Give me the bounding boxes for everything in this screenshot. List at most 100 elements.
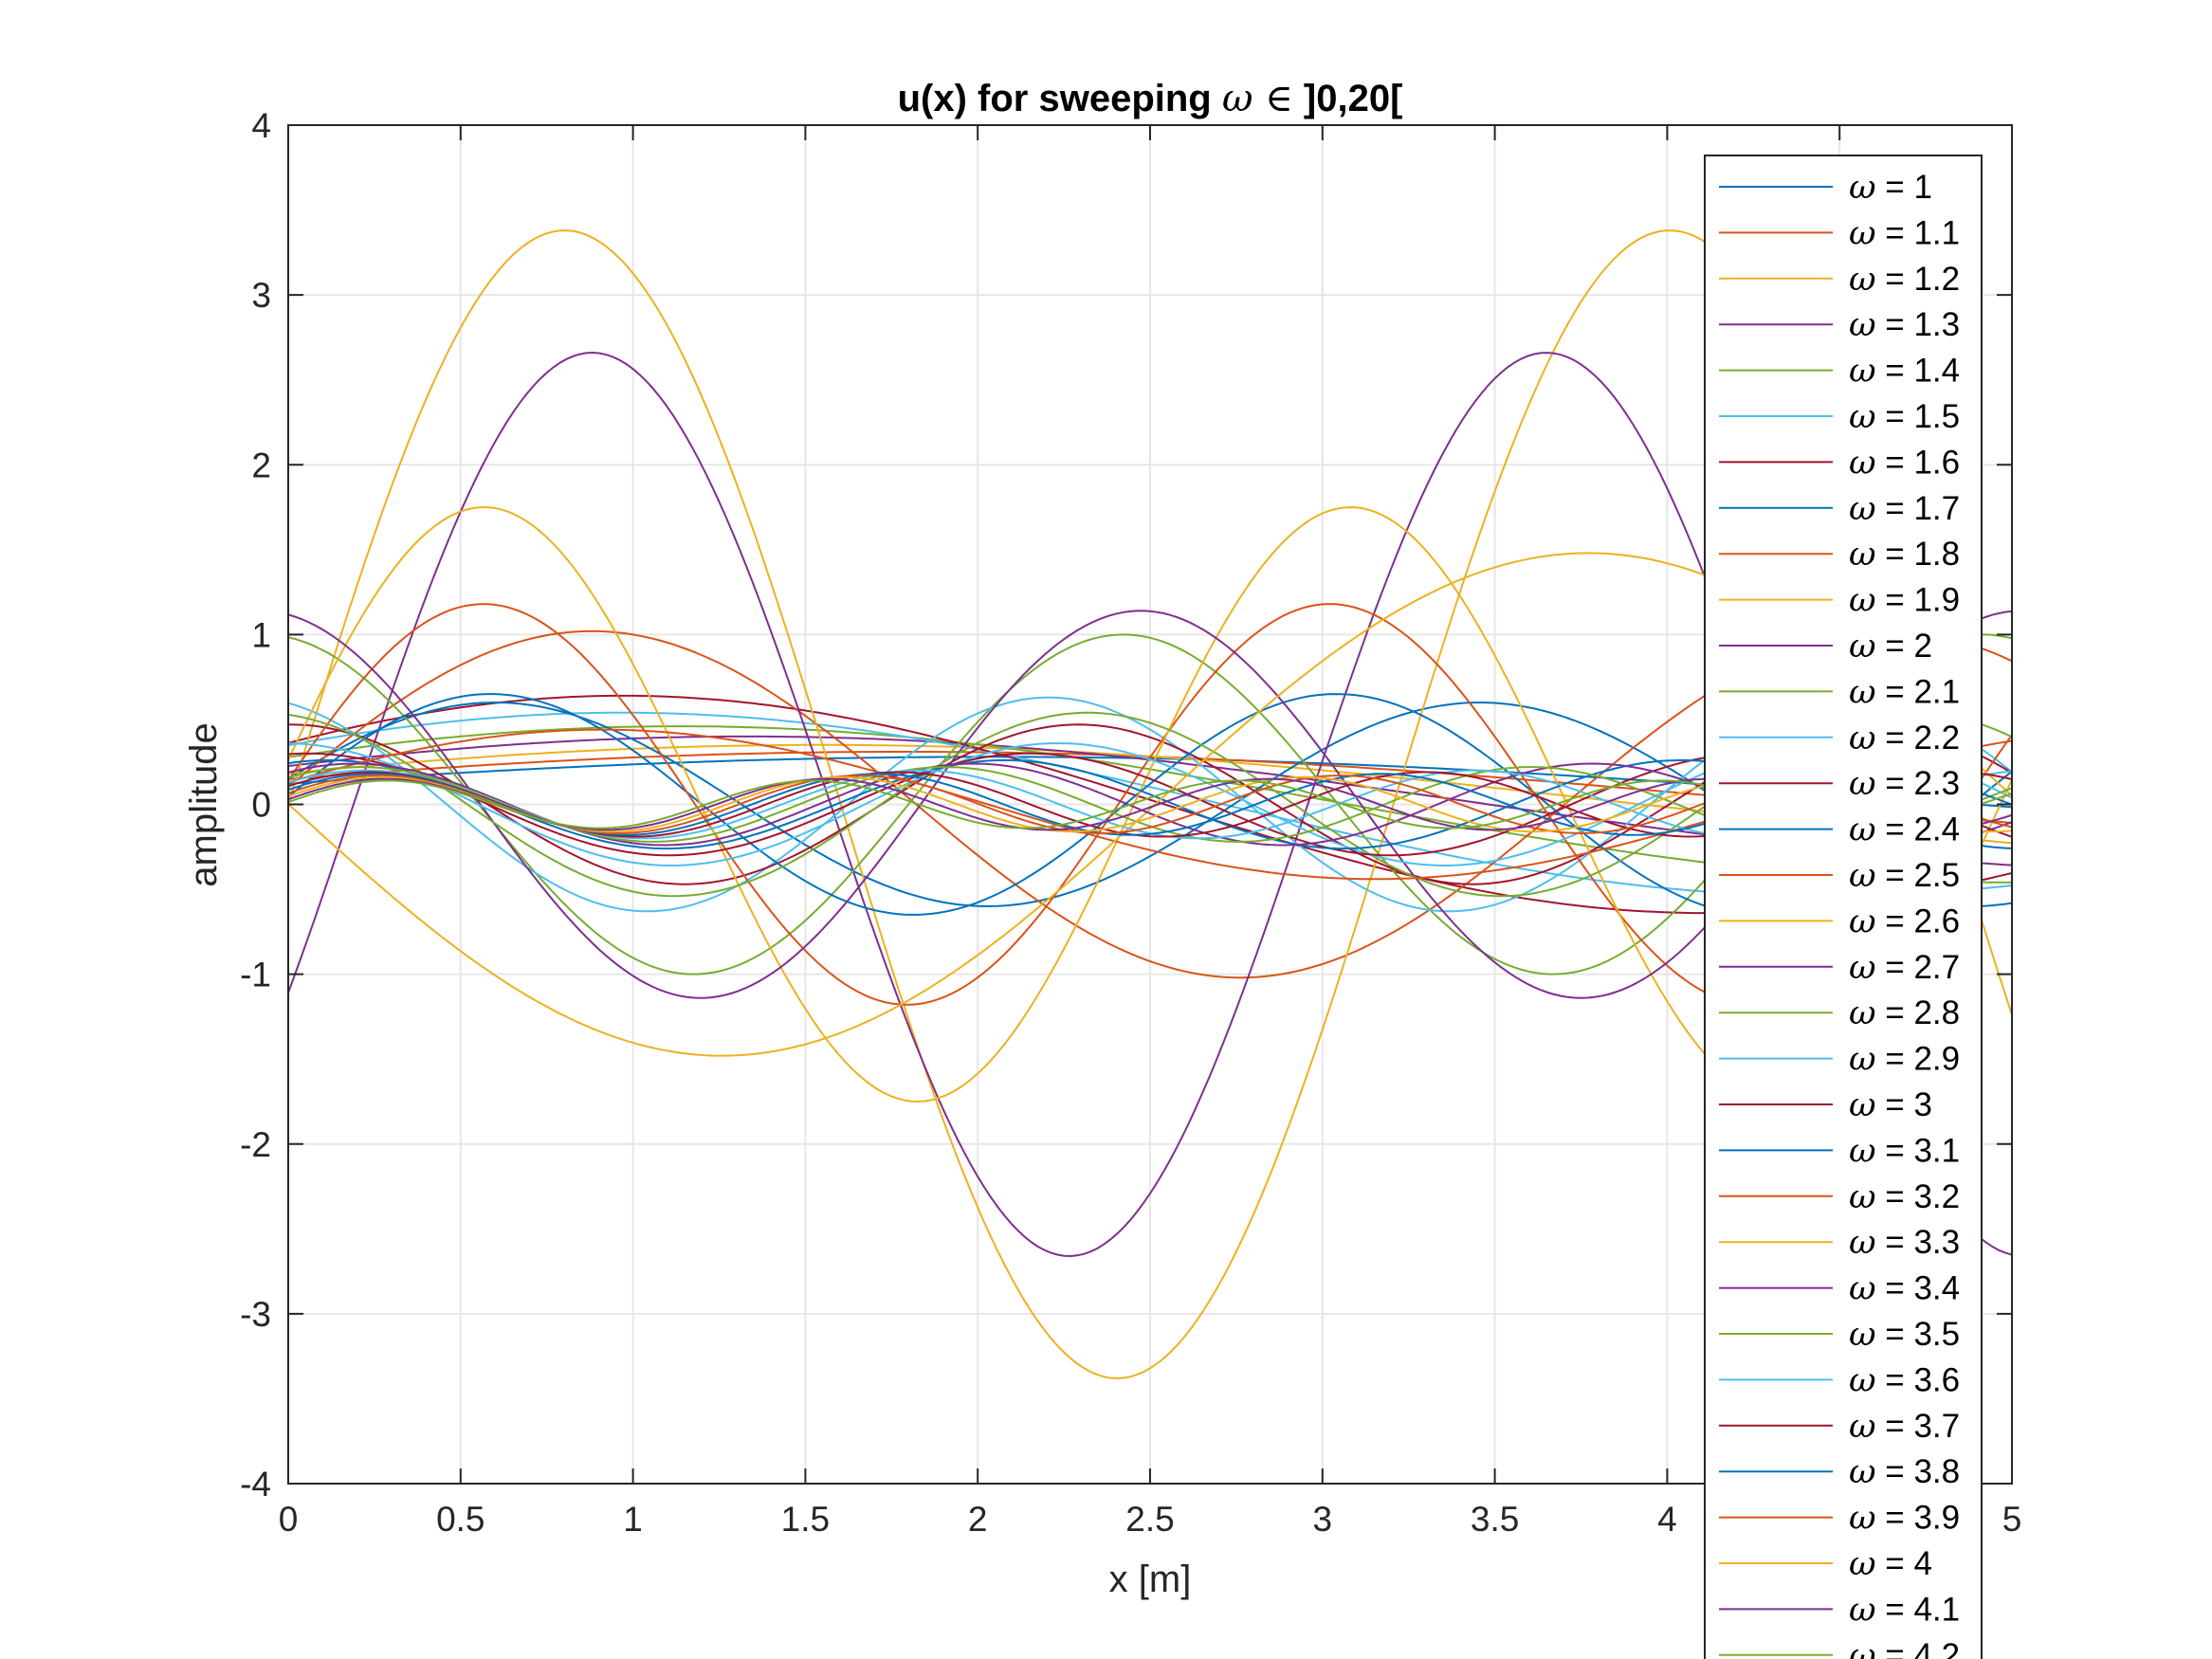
legend-entry: ω = 2.5 — [1849, 857, 1960, 895]
legend-value: 1.5 — [1913, 398, 1960, 435]
legend-value: 2.4 — [1913, 811, 1960, 848]
legend-entry: ω = 3.6 — [1849, 1361, 1960, 1399]
legend-value: 3.5 — [1913, 1316, 1960, 1353]
x-tick-label: 1.5 — [781, 1500, 830, 1539]
legend-symbol: ω — [1849, 1591, 1876, 1629]
x-tick-label: 3.5 — [1471, 1500, 1519, 1539]
legend-equals: = — [1876, 1178, 1914, 1215]
legend-equals: = — [1876, 1591, 1914, 1628]
legend-symbol: ω — [1849, 582, 1876, 620]
legend-value: 1.2 — [1913, 261, 1960, 298]
legend-entry: ω = 3.7 — [1849, 1408, 1960, 1446]
x-axis-label: x [m] — [1109, 1559, 1192, 1600]
legend-symbol: ω — [1849, 1408, 1876, 1446]
legend-entry: ω = 1.1 — [1849, 214, 1960, 252]
legend-symbol: ω — [1849, 536, 1876, 574]
x-tick-label: 1 — [623, 1500, 643, 1539]
legend-symbol: ω — [1849, 765, 1876, 803]
legend-equals: = — [1876, 765, 1914, 802]
legend-value: 1.3 — [1913, 306, 1960, 343]
y-tick-label: 1 — [251, 615, 271, 654]
y-tick-label: -3 — [240, 1295, 271, 1334]
legend-equals: = — [1876, 811, 1914, 848]
title-symbol: ω ∈ — [1222, 77, 1293, 120]
legend-entry: ω = 3.5 — [1849, 1316, 1960, 1354]
legend-symbol: ω — [1849, 902, 1876, 940]
legend-symbol: ω — [1849, 949, 1876, 987]
legend-value: 2.3 — [1913, 765, 1960, 802]
legend-value: 3.1 — [1913, 1132, 1960, 1169]
legend-entry: ω = 1.4 — [1849, 353, 1960, 391]
legend-symbol: ω — [1849, 1178, 1876, 1216]
legend-entry: ω = 4.2 — [1849, 1637, 1960, 1659]
legend-entry: ω = 1.3 — [1849, 306, 1960, 344]
legend-value: 1.6 — [1913, 444, 1960, 481]
legend-entry: ω = 2.6 — [1849, 902, 1960, 940]
y-tick-labels: -4 -3 -2 -1 0 1 2 3 4 — [240, 106, 271, 1504]
legend-equals: = — [1876, 306, 1914, 343]
legend-box — [1704, 155, 1983, 1659]
legend-entry: ω = 3.3 — [1849, 1224, 1960, 1262]
legend-entry: ω = 2.7 — [1849, 949, 1960, 987]
legend-entry: ω = 3.8 — [1849, 1453, 1960, 1491]
legend-entry: ω = 2.3 — [1849, 765, 1960, 803]
legend-symbol: ω — [1849, 398, 1876, 436]
y-tick-label: 2 — [251, 446, 271, 484]
legend-symbol: ω — [1849, 1041, 1876, 1079]
legend-equals: = — [1876, 1041, 1914, 1078]
legend-value: 3.2 — [1913, 1178, 1960, 1215]
legend-equals: = — [1876, 169, 1914, 206]
legend-value: 4.1 — [1913, 1591, 1960, 1628]
chart-title: u(x) for sweeping ω ∈ ]0,20[ — [898, 77, 1403, 120]
legend-value: 1.8 — [1913, 536, 1960, 573]
legend-value: 3.7 — [1913, 1408, 1960, 1445]
y-tick-label: 0 — [251, 786, 271, 825]
legend-symbol: ω — [1849, 306, 1876, 344]
legend-entry: ω = 1.2 — [1849, 261, 1960, 299]
legend-value: 2.2 — [1913, 720, 1960, 757]
legend-symbol: ω — [1849, 1453, 1876, 1491]
legend-equals: = — [1876, 949, 1914, 986]
legend-symbol: ω — [1849, 353, 1876, 391]
legend-symbol: ω — [1849, 1270, 1876, 1308]
y-tick-label: 3 — [251, 276, 271, 315]
legend-symbol: ω — [1849, 1500, 1876, 1538]
legend-entry: ω = 4.1 — [1849, 1591, 1960, 1629]
legend-equals: = — [1876, 1637, 1914, 1659]
title-prefix: u(x) for sweeping — [898, 78, 1222, 119]
x-tick-label: 4 — [1657, 1500, 1677, 1539]
legend-symbol: ω — [1849, 857, 1876, 895]
legend-equals: = — [1876, 1361, 1914, 1398]
legend-equals: = — [1876, 353, 1914, 390]
legend-symbol: ω — [1849, 1316, 1876, 1354]
legend-entry: ω = 2.9 — [1849, 1041, 1960, 1079]
legend-entry: ω = 2.8 — [1849, 994, 1960, 1032]
legend-entry: ω = 1.8 — [1849, 536, 1960, 574]
legend-equals: = — [1876, 857, 1914, 894]
legend-value: 2.6 — [1913, 902, 1960, 939]
x-tick-label: 2 — [968, 1500, 988, 1539]
legend-equals: = — [1876, 1545, 1914, 1582]
legend-entry: ω = 2.2 — [1849, 720, 1960, 757]
legend-entry: ω = 2.4 — [1849, 811, 1960, 849]
legend-symbol: ω — [1849, 1132, 1876, 1170]
legend-equals: = — [1876, 1408, 1914, 1445]
legend-value: 2.1 — [1913, 673, 1960, 710]
legend-value: 4.2 — [1913, 1637, 1960, 1659]
legend-equals: = — [1876, 490, 1914, 527]
legend-entry: ω = 2.1 — [1849, 673, 1960, 711]
legend-symbol: ω — [1849, 1545, 1876, 1583]
legend-symbol: ω — [1849, 169, 1876, 207]
legend-equals: = — [1876, 398, 1914, 435]
legend-entry: ω = 1 — [1849, 169, 1932, 207]
legend-equals: = — [1876, 1270, 1914, 1307]
legend-entry: ω = 3.4 — [1849, 1270, 1960, 1308]
legend-entry: ω = 1.7 — [1849, 490, 1960, 528]
legend-symbol: ω — [1849, 628, 1876, 665]
legend-symbol: ω — [1849, 720, 1876, 757]
legend-value: 3.8 — [1913, 1453, 1960, 1490]
y-tick-label: -4 — [240, 1465, 271, 1504]
legend-symbol: ω — [1849, 444, 1876, 482]
legend-entry: ω = 3 — [1849, 1086, 1932, 1124]
